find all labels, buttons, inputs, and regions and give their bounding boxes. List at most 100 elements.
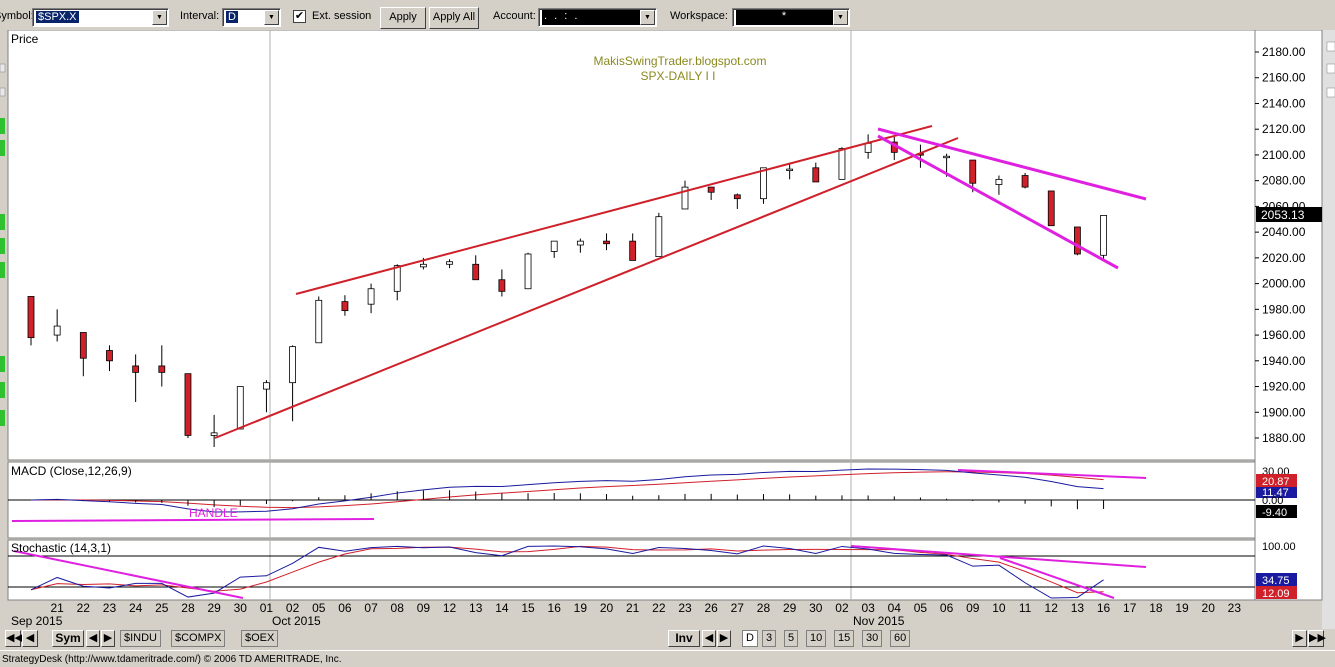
- date-tick-label: 09: [417, 601, 431, 615]
- candle-up: [289, 346, 297, 384]
- interval-value[interactable]: D: [226, 11, 238, 23]
- date-tick-label: 24: [129, 601, 143, 615]
- stoch-trendline-2: [999, 557, 1115, 599]
- macd-hist-badge: [1256, 505, 1297, 518]
- inv-next-button[interactable]: ▶: [717, 630, 731, 647]
- lower-wedge-line: [214, 137, 959, 439]
- stoch-k-value: 34.75: [1262, 575, 1290, 587]
- sym-button[interactable]: Sym: [52, 630, 84, 647]
- tool-icon[interactable]: [0, 118, 5, 134]
- candle-up: [760, 167, 767, 200]
- ext-session-label: Ext. session: [312, 10, 372, 22]
- status-text: StrategyDesk (http://www.tdameritrade.co…: [2, 654, 342, 665]
- candle-up: [943, 155, 950, 159]
- symbol-tab[interactable]: $OEX: [241, 630, 279, 647]
- candle-down: [79, 332, 87, 359]
- interval-combo[interactable]: D ▼: [222, 8, 281, 27]
- candle-down: [629, 240, 637, 261]
- interval-tab[interactable]: 10: [806, 630, 827, 647]
- interval-tab[interactable]: D: [742, 630, 758, 647]
- interval-tab[interactable]: 5: [784, 630, 799, 647]
- macd-layer: [8, 468, 1255, 513]
- interval-tab[interactable]: 30: [862, 630, 883, 647]
- candle-up: [576, 240, 584, 246]
- account-label: Account:: [493, 10, 536, 22]
- chevron-down-icon[interactable]: ▼: [264, 10, 279, 25]
- date-tick-label: 13: [469, 601, 483, 615]
- tool-icon[interactable]: [0, 262, 5, 278]
- tool-icon[interactable]: [0, 87, 6, 97]
- ext-session-checkbox[interactable]: ✔: [293, 10, 306, 23]
- price-tick-label: 2040.00: [1262, 225, 1306, 239]
- interval-tab[interactable]: 60: [890, 630, 911, 647]
- chevron-down-icon[interactable]: ▼: [640, 10, 655, 25]
- candle-up: [655, 216, 663, 257]
- tool-icon[interactable]: [0, 382, 5, 398]
- candle-up: [995, 178, 1003, 185]
- date-tick-label: 05: [312, 601, 326, 615]
- interval-tab[interactable]: 15: [834, 630, 855, 647]
- candle-down: [106, 350, 113, 362]
- candle-up: [786, 168, 794, 171]
- chevron-down-icon[interactable]: ▼: [152, 10, 167, 25]
- inv-prev-button[interactable]: ◀: [702, 630, 716, 647]
- tool-icon[interactable]: [0, 238, 5, 254]
- symbol-tab[interactable]: $INDU: [120, 630, 162, 647]
- first-page-button[interactable]: ◀◀: [5, 630, 23, 647]
- price-tick-label: 1940.00: [1262, 354, 1306, 368]
- sym-next-button[interactable]: ▶: [101, 630, 115, 647]
- date-tick-label: 04: [888, 601, 902, 615]
- tool-icon[interactable]: [0, 63, 6, 73]
- candle-up: [838, 148, 846, 180]
- chevron-down-icon[interactable]: ▼: [833, 10, 848, 25]
- apply-button[interactable]: Apply: [380, 7, 426, 29]
- macd-line-badge: [1256, 487, 1297, 498]
- account-value[interactable]: . . : .: [542, 10, 641, 25]
- account-combo[interactable]: . . : . ▼: [538, 8, 657, 27]
- tool-icon[interactable]: [0, 356, 5, 372]
- upper-channel-line: [877, 127, 1147, 201]
- candle-up: [263, 382, 270, 390]
- tool-icon[interactable]: [1326, 87, 1335, 98]
- inv-button[interactable]: Inv: [668, 630, 700, 647]
- date-tick-label: 06: [338, 601, 352, 615]
- symbol-label: Symbol:: [0, 10, 34, 22]
- macd-scale-zero: 0.00: [1262, 495, 1283, 507]
- date-tick-label: 22: [652, 601, 666, 615]
- date-tick-label: 19: [1175, 601, 1189, 615]
- workspace-combo[interactable]: * ▼: [732, 8, 850, 27]
- stochastic-label: Stochastic (14,3,1): [11, 541, 111, 555]
- workspace-value[interactable]: *: [736, 10, 834, 25]
- price-tick-label: 2000.00: [1262, 277, 1306, 291]
- apply-all-button[interactable]: Apply All: [429, 7, 479, 29]
- date-tick-label: 02: [286, 601, 300, 615]
- date-tick-label: 30: [809, 601, 823, 615]
- date-tick-label: 18: [1149, 601, 1163, 615]
- tool-icon[interactable]: [1326, 63, 1335, 74]
- symbol-tab[interactable]: $COMPX: [171, 630, 226, 647]
- month-label-nov: Nov 2015: [853, 614, 905, 628]
- price-tick-label: 2020.00: [1262, 251, 1306, 265]
- macd-signal-value: 20.87: [1262, 476, 1290, 488]
- candle-up: [550, 240, 558, 252]
- macd-line-value: 11.47: [1262, 487, 1289, 499]
- stoch-scale-top: 100.00: [1262, 541, 1296, 553]
- symbol-combo[interactable]: $SPX.X ▼: [32, 8, 169, 27]
- interval-tab[interactable]: 3: [762, 630, 777, 647]
- sym-prev-button[interactable]: ◀: [86, 630, 100, 647]
- last-page-button[interactable]: ▶▶: [1308, 630, 1326, 647]
- prev-page-button[interactable]: ◀: [22, 630, 38, 647]
- next-page-button[interactable]: ▶: [1292, 630, 1307, 647]
- candle-up: [524, 253, 532, 290]
- date-tick-label: 11: [1019, 601, 1032, 615]
- date-tick-label: 23: [1228, 601, 1242, 615]
- date-tick-label: 23: [678, 601, 692, 615]
- tool-icon[interactable]: [0, 214, 5, 230]
- symbol-value[interactable]: $SPX.X: [36, 11, 79, 23]
- date-tick-label: 20: [1202, 601, 1216, 615]
- tool-icon[interactable]: [0, 410, 5, 426]
- macd-line: [30, 468, 1104, 513]
- tool-icon[interactable]: [1326, 41, 1335, 52]
- tool-icon[interactable]: [0, 140, 5, 156]
